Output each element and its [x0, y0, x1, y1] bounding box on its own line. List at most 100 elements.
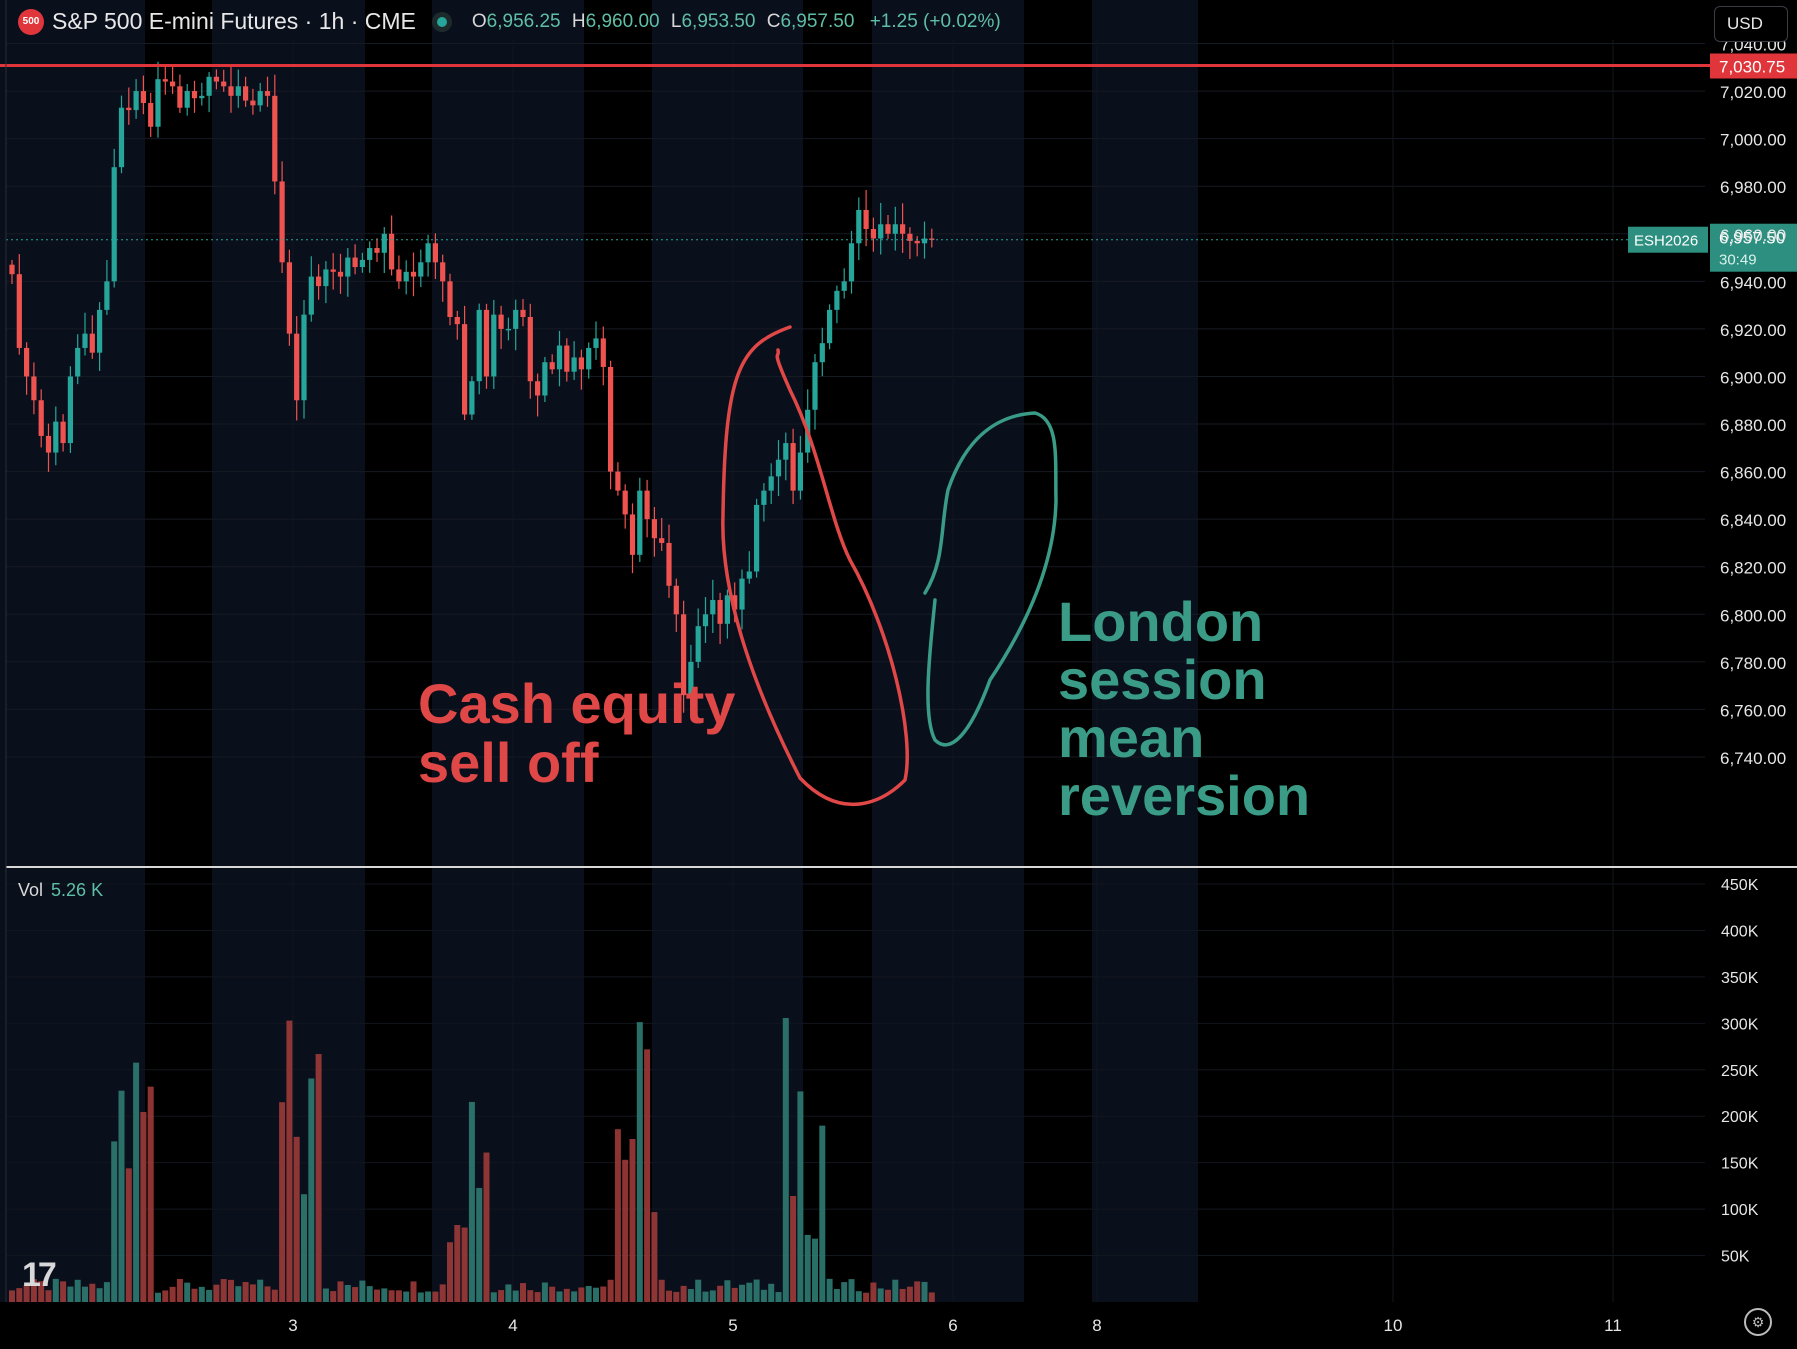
x-tick-label: 5: [728, 1316, 737, 1335]
gear-icon[interactable]: ⚙: [1744, 1308, 1772, 1336]
volume-bar: [279, 1102, 286, 1302]
candle-body: [659, 538, 665, 543]
volume-bar: [490, 1292, 497, 1302]
candle-body: [921, 238, 928, 244]
candle-body: [812, 362, 818, 410]
volume-tick-label: 350K: [1721, 970, 1759, 987]
symbol-title[interactable]: S&P 500 E-mini Futures · 1h · CME: [52, 8, 416, 34]
volume-bar: [812, 1238, 818, 1302]
volume-bar: [45, 1290, 52, 1302]
candle-body: [556, 345, 563, 370]
currency-selector[interactable]: USD: [1714, 6, 1788, 42]
volume-bar: [666, 1290, 672, 1302]
volume-bar: [870, 1282, 877, 1302]
candle-body: [564, 345, 570, 372]
candle-body: [870, 229, 876, 239]
volume-bar: [322, 1288, 329, 1302]
candle-body: [498, 314, 504, 329]
volume-tick-label: 400K: [1721, 923, 1759, 940]
volume-bar: [804, 1234, 811, 1302]
candle-body: [578, 357, 584, 370]
volume-bar: [220, 1279, 227, 1302]
volume-bar: [906, 1286, 913, 1302]
candle-body: [681, 614, 687, 696]
volume-bar: [315, 1054, 322, 1302]
candle-body: [199, 95, 205, 99]
candle-body: [111, 167, 117, 282]
volume-bar: [213, 1284, 220, 1302]
candle-body: [856, 209, 862, 244]
price-lines: 7,030.75 ESH2026 6,957.50 30:49: [0, 53, 1797, 272]
volume-bar: [461, 1227, 468, 1302]
candle-body: [600, 338, 606, 367]
volume-bar: [301, 1194, 307, 1302]
candle-body: [768, 476, 774, 491]
candle-body: [732, 595, 738, 610]
candle-body: [629, 514, 636, 555]
high-value: 6,960.00: [585, 10, 660, 32]
candle-body: [900, 224, 906, 234]
volume-bar: [38, 1281, 45, 1302]
candle-body: [60, 421, 66, 444]
volume-bar: [352, 1287, 359, 1302]
candle-body: [688, 661, 694, 696]
volume-bar: [417, 1292, 424, 1302]
volume-bar: [432, 1291, 439, 1302]
volume-bar: [622, 1159, 629, 1302]
volume-bar: [527, 1290, 534, 1302]
candle-body: [644, 490, 650, 520]
candle-body: [243, 86, 249, 101]
y-tick-label: 6,760.00: [1720, 701, 1786, 720]
last-price-tag: [1710, 223, 1797, 272]
candle-body: [797, 452, 803, 491]
change-value: +1.25 (+0.02%): [869, 10, 1001, 32]
volume-bar: [381, 1288, 388, 1302]
volume-bar: [468, 1101, 475, 1302]
candle-body: [783, 443, 789, 460]
candle-body: [549, 362, 555, 370]
reversion-annotation-line1: London: [1058, 590, 1263, 653]
y-tick-label: 6,740.00: [1720, 749, 1786, 768]
volume-bar: [760, 1289, 767, 1302]
volume-bar: [709, 1290, 716, 1302]
market-status-icon[interactable]: [431, 11, 452, 32]
volume-value: 5.26 K: [51, 880, 104, 900]
volume-bar: [629, 1139, 636, 1302]
candle-body: [359, 259, 365, 268]
selloff-annotation-line1: Cash equity: [418, 672, 735, 735]
symbol-tag-bg: [1628, 226, 1708, 253]
candle-body: [191, 91, 198, 99]
candle-body: [885, 224, 891, 234]
candle-body: [177, 86, 183, 108]
volume-bar: [782, 1018, 789, 1302]
candle-body: [673, 585, 679, 615]
volume-bar: [23, 1285, 30, 1302]
candle-body: [294, 333, 300, 401]
volume-bar: [337, 1281, 344, 1302]
candle-body: [133, 91, 139, 111]
volume-bar: [614, 1129, 621, 1302]
volume-bar: [768, 1283, 775, 1302]
y-tick-label: 6,860.00: [1720, 464, 1786, 483]
candle-body: [717, 600, 723, 624]
volume-bar: [395, 1290, 402, 1302]
session-bands: [0, 0, 1198, 1302]
candle-body: [513, 309, 519, 329]
volume-bar: [118, 1090, 125, 1302]
volume-tick-label: 200K: [1721, 1109, 1759, 1126]
volume-label: Vol: [18, 880, 44, 900]
volume-bar: [359, 1280, 366, 1302]
volume-bar: [914, 1281, 921, 1302]
session-band: [432, 0, 584, 1302]
candle-body: [535, 381, 541, 396]
candle-body: [97, 309, 103, 353]
reversion-annotation-line3: mean: [1058, 706, 1204, 769]
countdown-label: 30:49: [1719, 252, 1757, 269]
volume-bar: [855, 1291, 862, 1302]
volume-bar: [753, 1279, 760, 1302]
candle-body: [863, 209, 869, 230]
tradingview-logo-icon[interactable]: 17: [22, 1256, 57, 1294]
y-tick-label: 7,000.00: [1720, 131, 1786, 150]
